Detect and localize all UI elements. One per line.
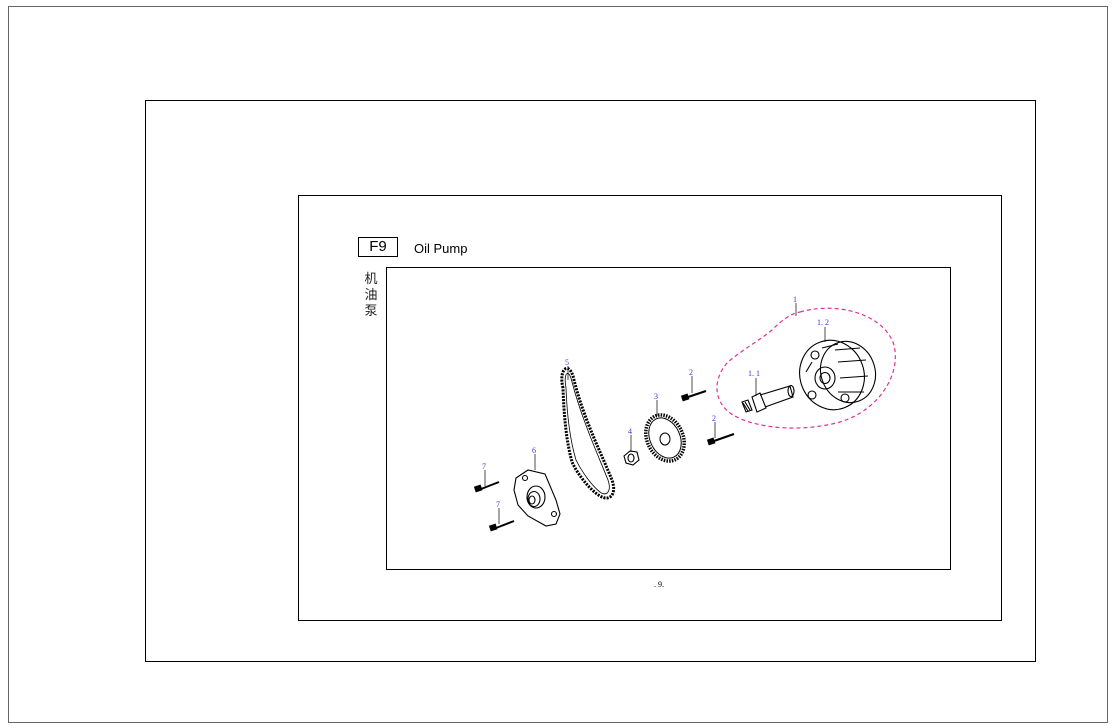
section-title: Oil Pump bbox=[414, 241, 468, 256]
page-border bbox=[298, 195, 1002, 621]
sprocket-part bbox=[644, 413, 686, 463]
bolt-upper-part bbox=[680, 390, 707, 402]
section-title-chinese: 机 油 泵 bbox=[363, 272, 379, 320]
screw-upper-part bbox=[473, 481, 500, 493]
screw-lower-part bbox=[488, 520, 515, 532]
assembly-outline bbox=[716, 307, 896, 429]
diagram-frame bbox=[386, 267, 951, 570]
bolt-lower-part bbox=[706, 433, 735, 446]
callout-pump-cover: 1. 2 bbox=[817, 318, 829, 327]
callout-screw-upper: 7 bbox=[482, 462, 486, 471]
page-number: . 9. bbox=[654, 580, 664, 589]
callout-assembly: 1 bbox=[793, 295, 797, 304]
callout-screw-lower: 7 bbox=[496, 500, 500, 509]
section-code-box: F9 bbox=[358, 237, 398, 257]
callout-pump-shaft: 1. 1 bbox=[748, 369, 760, 378]
callout-bolt-lower: 2 bbox=[712, 414, 716, 423]
pump-shaft-part bbox=[741, 384, 795, 413]
callout-nut: 4 bbox=[628, 427, 632, 436]
callout-cover-plate: 6 bbox=[532, 446, 536, 455]
title-zh-char: 泵 bbox=[364, 304, 378, 319]
title-zh-char: 机 bbox=[364, 272, 378, 287]
callout-bolt-upper: 2 bbox=[689, 368, 693, 377]
outer-border bbox=[8, 6, 1108, 723]
cover-plate-part bbox=[513, 469, 561, 527]
callout-chain: 5 bbox=[565, 358, 569, 367]
callout-sprocket: 3 bbox=[654, 392, 658, 401]
sheet-border bbox=[145, 100, 1036, 662]
nut-part bbox=[623, 450, 640, 466]
chain-part bbox=[560, 366, 616, 500]
leader-lines bbox=[484, 303, 826, 524]
title-zh-char: 油 bbox=[364, 288, 378, 303]
pump-cover-part bbox=[799, 339, 877, 411]
